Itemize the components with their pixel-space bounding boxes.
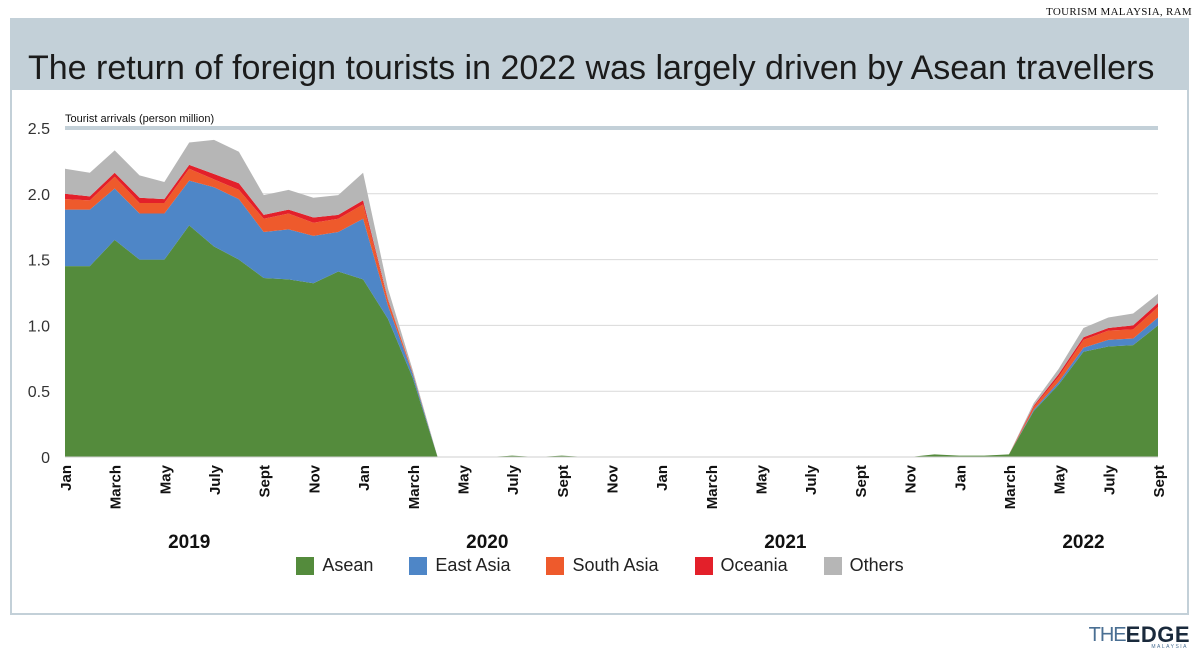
- the-edge-logo: THE EDGE MALAYSIA: [1089, 624, 1190, 654]
- legend-item-east-asia: East Asia: [409, 555, 510, 576]
- legend-label: Asean: [322, 555, 374, 575]
- x-tick-label: March: [704, 465, 721, 509]
- legend-swatch: [823, 556, 842, 575]
- series-area-asean: [65, 225, 1158, 457]
- series-area-east-asia: [65, 180, 1158, 457]
- legend-swatch: [409, 556, 428, 575]
- legend-item-asean: Asean: [296, 555, 373, 576]
- x-tick-label: Sept: [1151, 465, 1168, 498]
- y-tick-label: 2.5: [28, 121, 50, 138]
- x-tick-label: Sept: [257, 465, 274, 498]
- series-area-south-asia: [65, 168, 1158, 457]
- x-tick-label: July: [1101, 464, 1118, 495]
- series-area-others: [65, 139, 1158, 457]
- x-tick-label: Jan: [58, 465, 75, 491]
- x-tick-label: March: [406, 465, 423, 509]
- year-label: 2019: [168, 532, 210, 553]
- x-tick-label: Sept: [555, 465, 572, 498]
- logo-edge: EDGE: [1125, 622, 1190, 647]
- x-tick-label: May: [1052, 464, 1069, 494]
- legend-label: Others: [849, 555, 904, 575]
- legend-label: South Asia: [572, 555, 659, 575]
- legend-swatch: [694, 556, 713, 575]
- legend-item-south-asia: South Asia: [546, 555, 659, 576]
- x-tick-label: Nov: [903, 464, 920, 493]
- logo-the: THE: [1088, 624, 1127, 646]
- x-tick-label: Jan: [952, 465, 969, 491]
- x-tick-label: Nov: [306, 464, 323, 493]
- y-tick-label: 2.0: [28, 187, 50, 204]
- x-tick-label: Sept: [853, 465, 870, 498]
- x-tick-label: March: [108, 465, 125, 509]
- source-credit: TOURISM MALAYSIA, RAM: [1046, 6, 1192, 18]
- logo-sub: MALAYSIA: [1151, 644, 1188, 650]
- year-label: 2022: [1062, 532, 1104, 553]
- y-tick-label: 0: [41, 450, 50, 467]
- x-tick-label: Nov: [605, 464, 622, 493]
- y-axis-label: Tourist arrivals (person million): [65, 113, 214, 125]
- y-tick-label: 0.5: [28, 384, 50, 401]
- year-label: 2020: [466, 532, 508, 553]
- x-tick-label: July: [803, 464, 820, 495]
- y-tick-label: 1.5: [28, 253, 50, 270]
- chart-title: The return of foreign tourists in 2022 w…: [28, 49, 1155, 87]
- x-tick-label: July: [505, 464, 522, 495]
- legend-label: Oceania: [720, 555, 788, 575]
- legend-swatch: [296, 556, 315, 575]
- x-tick-label: May: [455, 464, 472, 494]
- x-tick-label: May: [754, 464, 771, 494]
- legend-item-oceania: Oceania: [694, 555, 788, 576]
- x-tick-label: May: [157, 464, 174, 494]
- title-bar: The return of foreign tourists in 2022 w…: [12, 20, 1187, 90]
- y-tick-label: 1.0: [28, 318, 50, 335]
- legend-label: East Asia: [435, 555, 511, 575]
- x-tick-label: July: [207, 464, 224, 495]
- year-label: 2021: [764, 532, 807, 553]
- x-tick-label: Jan: [654, 465, 671, 491]
- chart-legend: Asean East Asia South Asia Oceania Others: [0, 555, 1200, 576]
- legend-swatch: [546, 556, 565, 575]
- x-tick-label: March: [1002, 465, 1019, 509]
- legend-item-others: Others: [823, 555, 904, 576]
- x-tick-label: Jan: [356, 465, 373, 491]
